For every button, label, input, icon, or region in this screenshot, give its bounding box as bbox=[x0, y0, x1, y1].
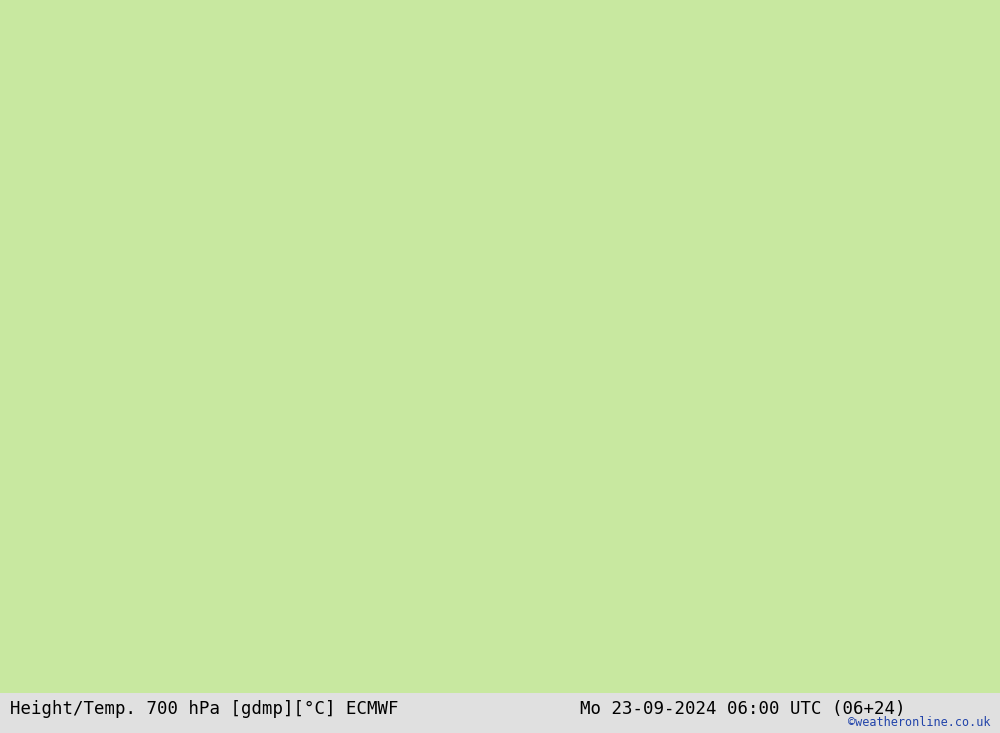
Polygon shape bbox=[0, 0, 1000, 693]
Text: Mo 23-09-2024 06:00 UTC (06+24): Mo 23-09-2024 06:00 UTC (06+24) bbox=[580, 700, 906, 718]
Text: Height/Temp. 700 hPa [gdmp][°C] ECMWF: Height/Temp. 700 hPa [gdmp][°C] ECMWF bbox=[10, 700, 398, 718]
Text: ©weatheronline.co.uk: ©weatheronline.co.uk bbox=[848, 716, 990, 729]
